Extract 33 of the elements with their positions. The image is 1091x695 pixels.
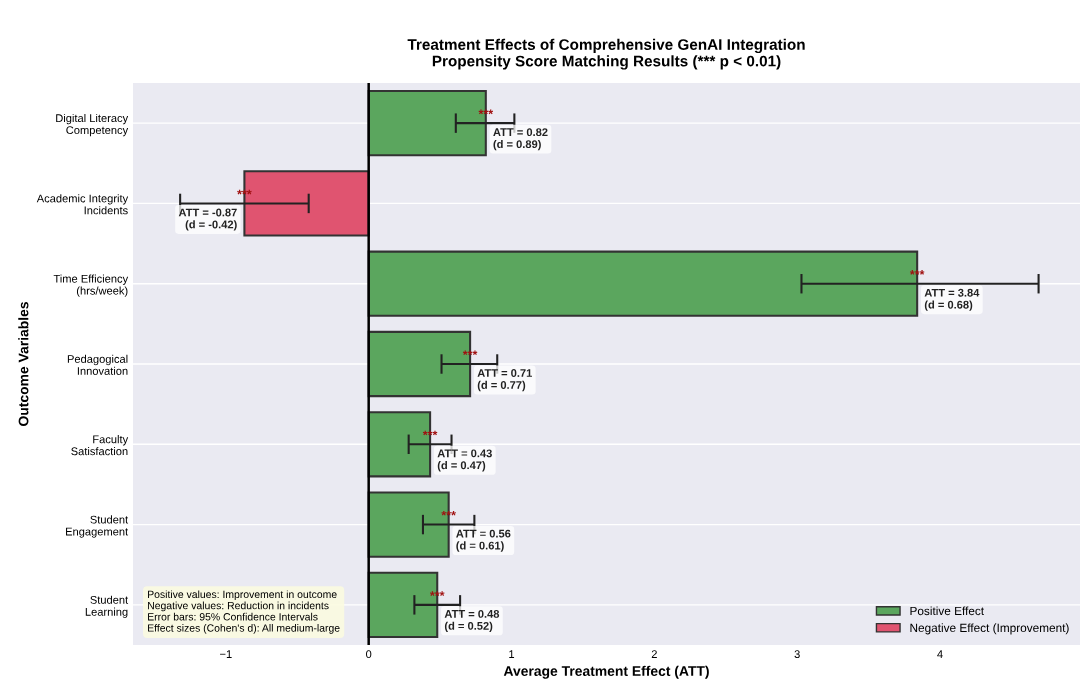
legend-label: Positive Effect bbox=[910, 606, 985, 616]
data-label: ATT = 3.84 (d = 0.68) bbox=[924, 288, 980, 311]
annotation: *** bbox=[462, 350, 478, 356]
y-tick-label: Academic Integrity Incidents bbox=[36, 194, 129, 215]
data-label: ATT = 0.48 (d = 0.52) bbox=[444, 609, 500, 632]
data-label: ATT = 0.56 (d = 0.61) bbox=[456, 529, 511, 552]
annotation: *** bbox=[478, 109, 494, 115]
x-tick-label: 2 bbox=[651, 650, 657, 658]
data-label: ATT = 0.43 (d = 0.47) bbox=[437, 449, 492, 472]
annotation: *** bbox=[429, 591, 445, 596]
annotation: Positive values: Improvement in outcome Negative values: Reduction in incidents Error bars: 95% Confidence Intervals Effect sizes (Cohen's d): All medium-large bbox=[148, 590, 340, 634]
data-label: ATT = -0.87 (d = -0.42) bbox=[178, 208, 237, 231]
y-axis-title: Outcome Variables bbox=[18, 302, 29, 426]
x-tick-label: −1 bbox=[220, 650, 232, 658]
y-tick-label: Student Learning bbox=[85, 595, 129, 618]
annotation: *** bbox=[909, 270, 925, 275]
x-tick-label: 3 bbox=[794, 650, 800, 659]
data-label: ATT = 0.82 (d = 0.89) bbox=[493, 128, 548, 151]
y-tick-label: Pedagogical Innovation bbox=[67, 354, 128, 375]
x-tick-label: 4 bbox=[937, 650, 943, 658]
chart-title: Treatment Effects of Comprehensive GenAI Integration bbox=[407, 38, 805, 54]
x-tick-label: 1 bbox=[509, 650, 515, 658]
x-tick-label: 0 bbox=[366, 650, 372, 659]
data-label: ATT = 0.71 (d = 0.77) bbox=[477, 369, 532, 392]
y-tick-label: Faculty Satisfaction bbox=[71, 435, 129, 456]
legend-label: Negative Effect (Improvement) bbox=[910, 623, 1069, 635]
y-tick-label: Student Engagement bbox=[66, 515, 129, 538]
chart-subtitle: Propensity Score Matching Results (*** p < 0.01) bbox=[432, 55, 781, 70]
annotation: *** bbox=[422, 430, 438, 436]
x-axis-title: Average Treatment Effect (ATT) bbox=[503, 665, 709, 679]
annotation: *** bbox=[237, 189, 252, 195]
y-tick-label: Digital Literacy Competency bbox=[56, 113, 129, 137]
y-tick-label: Time Efficiency (hrs/week) bbox=[53, 274, 129, 297]
